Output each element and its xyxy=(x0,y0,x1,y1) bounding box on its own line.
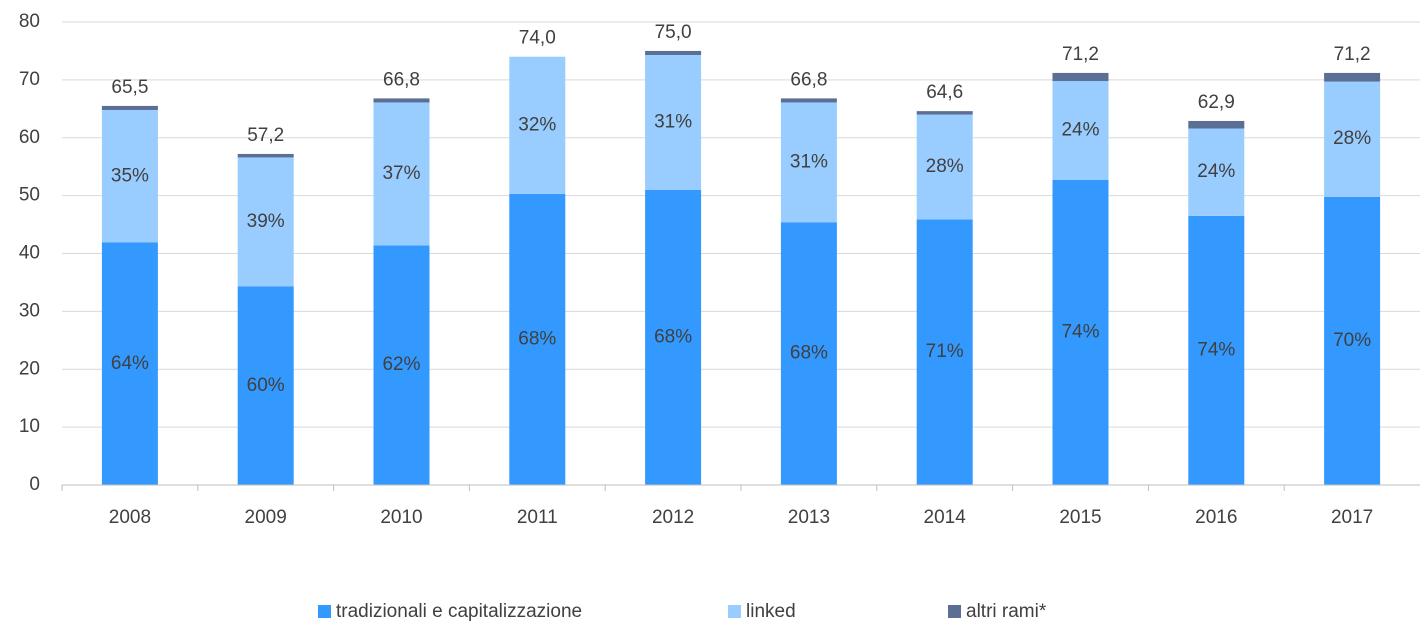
segment-label: 74% xyxy=(1061,322,1099,343)
bar-segment xyxy=(237,286,294,485)
bar-segment xyxy=(1052,179,1109,485)
bar-segment xyxy=(645,54,702,190)
x-tick-label: 2017 xyxy=(1331,507,1373,528)
bar-segment xyxy=(509,193,566,486)
segment-label: 24% xyxy=(1197,161,1235,182)
bar-segment xyxy=(916,219,973,485)
total-label: 66,8 xyxy=(790,69,827,90)
bar-segment xyxy=(780,222,837,485)
segment-label: 35% xyxy=(111,165,149,186)
total-label: 64,6 xyxy=(926,82,963,103)
segment-label: 37% xyxy=(382,163,420,184)
total-label: 71,2 xyxy=(1334,44,1371,65)
bar-segment xyxy=(373,102,430,246)
segment-label: 68% xyxy=(654,326,692,347)
segment-label: 70% xyxy=(1333,330,1371,351)
x-tick-label: 2012 xyxy=(652,507,694,528)
bar-segment xyxy=(1188,120,1245,129)
bar-segment xyxy=(1324,81,1381,197)
x-tick-label: 2014 xyxy=(924,507,967,528)
y-tick-label: 50 xyxy=(19,185,40,206)
x-tick-label: 2013 xyxy=(788,507,830,528)
segment-label: 60% xyxy=(247,375,285,396)
y-tick-label: 80 xyxy=(19,11,40,32)
bar-segment xyxy=(101,109,158,243)
x-tick-label: 2010 xyxy=(380,507,422,528)
segment-label: 28% xyxy=(926,156,964,177)
x-tick-label: 2016 xyxy=(1195,507,1237,528)
segment-label: 74% xyxy=(1197,339,1235,360)
total-label: 71,2 xyxy=(1062,44,1099,65)
total-label: 62,9 xyxy=(1198,92,1235,113)
x-tick-label: 2015 xyxy=(1059,507,1101,528)
bar-segment xyxy=(1052,81,1109,180)
segment-label: 32% xyxy=(518,114,556,135)
segment-label: 28% xyxy=(1333,128,1371,149)
total-label: 74,0 xyxy=(519,28,556,49)
bar-segment xyxy=(1052,72,1109,82)
segment-label: 31% xyxy=(654,111,692,132)
bar-segment xyxy=(1324,72,1381,82)
segment-label: 68% xyxy=(790,343,828,364)
y-tick-label: 70 xyxy=(19,69,40,90)
segment-label: 24% xyxy=(1061,120,1099,141)
bar-segment xyxy=(1324,196,1381,485)
y-tick-label: 20 xyxy=(19,358,40,379)
total-label: 57,2 xyxy=(247,125,284,146)
bar-segment xyxy=(1188,128,1245,216)
bar-segment xyxy=(237,157,294,287)
y-tick-label: 60 xyxy=(19,127,40,148)
segment-label: 62% xyxy=(382,354,420,375)
y-tick-label: 30 xyxy=(19,300,40,321)
bar-segment xyxy=(916,111,973,115)
legend-swatch xyxy=(948,605,961,618)
legend-label: altri rami* xyxy=(966,601,1047,622)
segment-label: 31% xyxy=(790,151,828,172)
y-tick-label: 10 xyxy=(19,416,40,437)
bar-segment xyxy=(916,114,973,220)
segment-label: 39% xyxy=(247,211,285,232)
legend-swatch xyxy=(728,605,741,618)
x-tick-label: 2008 xyxy=(109,507,151,528)
legend-label: linked xyxy=(746,601,796,622)
total-label: 66,8 xyxy=(383,69,420,90)
legend-label: tradizionali e capitalizzazione xyxy=(336,601,582,622)
x-tick-label: 2011 xyxy=(517,507,558,528)
bar-segment xyxy=(101,242,158,485)
bar-segment xyxy=(645,50,702,55)
legend-swatch xyxy=(318,605,331,618)
bar-segment xyxy=(237,153,294,158)
segment-label: 71% xyxy=(926,341,964,362)
bar-segment xyxy=(645,189,702,485)
segment-label: 64% xyxy=(111,353,149,374)
bar-segment xyxy=(780,98,837,103)
y-tick-label: 40 xyxy=(19,243,40,264)
total-label: 65,5 xyxy=(111,77,148,98)
y-tick-label: 0 xyxy=(29,474,40,495)
bar-segment xyxy=(373,98,430,103)
x-tick-label: 2009 xyxy=(245,507,287,528)
bar-segment xyxy=(373,245,430,485)
bar-segment xyxy=(1188,215,1245,485)
bar-segment xyxy=(101,105,158,110)
bar-segment xyxy=(780,102,837,223)
bar-segment xyxy=(509,56,566,194)
total-label: 75,0 xyxy=(655,22,692,43)
segment-label: 68% xyxy=(518,328,556,349)
